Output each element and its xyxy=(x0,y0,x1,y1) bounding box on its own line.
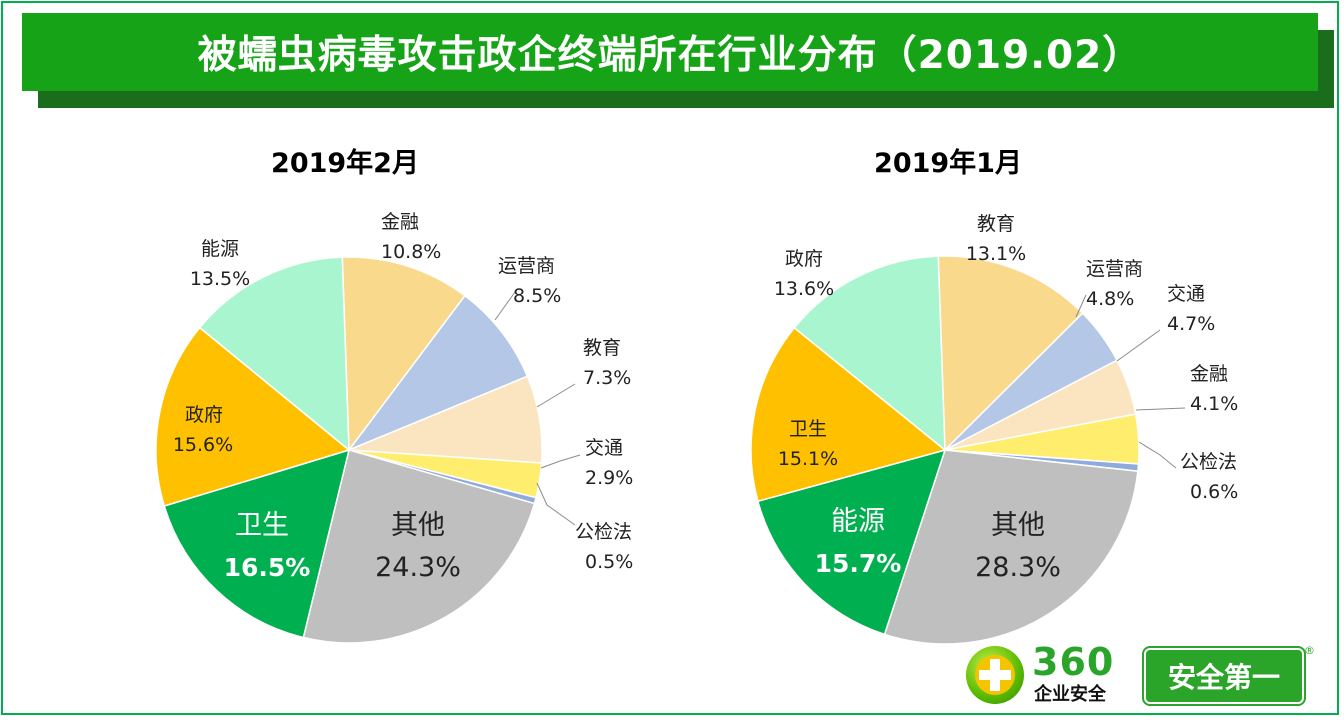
slice-value-label: 13.5% xyxy=(190,268,250,290)
slice-value-label: 16.5% xyxy=(224,553,311,582)
slice-label: 运营商 xyxy=(498,255,555,277)
pie-slice xyxy=(198,256,350,452)
chart-title-jan: 2019年1月 xyxy=(874,147,1022,179)
slice-label: 其他 xyxy=(991,510,1045,541)
leader-line xyxy=(1135,407,1186,411)
leader-line xyxy=(1075,294,1087,318)
slice-value-label: 8.5% xyxy=(513,285,561,307)
slice-value-label: 0.6% xyxy=(1190,481,1238,503)
slogan-badge: 安全第一 xyxy=(1144,648,1304,704)
slice-value-label: 2.9% xyxy=(585,467,633,489)
pie-slice xyxy=(756,448,947,636)
plus-shield-icon xyxy=(966,646,1024,704)
registered-mark: ® xyxy=(1304,644,1315,657)
slice-label: 教育 xyxy=(977,213,1015,235)
chart-title-feb: 2019年2月 xyxy=(271,147,419,179)
slice-label: 公检法 xyxy=(575,521,632,543)
pie-slice xyxy=(302,449,536,644)
slice-label: 交通 xyxy=(585,437,623,459)
slice-label: 政府 xyxy=(185,404,223,426)
slice-value-label: 28.3% xyxy=(975,552,1061,583)
slice-value-label: 7.3% xyxy=(583,367,631,389)
brand-subtitle: 企业安全 xyxy=(1034,684,1106,705)
pie-slice xyxy=(937,255,1084,452)
slice-value-label: 4.1% xyxy=(1190,393,1238,415)
leader-line xyxy=(536,383,576,408)
slice-label: 金融 xyxy=(1190,363,1228,385)
leader-line xyxy=(1116,329,1161,362)
slice-value-label: 0.5% xyxy=(585,551,633,573)
brand-logo: 360 企业安全 安全第一 ® xyxy=(966,640,1316,706)
pie-slice xyxy=(883,449,1139,645)
slice-value-label: 15.6% xyxy=(173,434,233,456)
leader-line xyxy=(1138,441,1177,469)
slice-label: 卫生 xyxy=(789,418,827,440)
pie-slice xyxy=(155,326,351,507)
slice-value-label: 13.1% xyxy=(966,243,1026,265)
slice-label: 金融 xyxy=(381,211,419,233)
slice-value-label: 24.3% xyxy=(375,552,461,583)
pie-slice xyxy=(346,294,529,452)
slice-value-label: 15.7% xyxy=(815,549,902,578)
slice-value-label: 13.6% xyxy=(774,278,834,300)
slice-label: 能源 xyxy=(201,238,239,260)
pie-slice xyxy=(341,256,466,453)
leader-line xyxy=(540,454,581,469)
slice-value-label: 4.8% xyxy=(1086,288,1134,310)
pie-chart-jan: 2019年1月 教育 13.1% 运营商 4.8% 交通 4.7% 金融 4.1% 公检法 0.6… xyxy=(750,147,1238,645)
pie-chart-feb: 2019年2月 金融 10.8% 运营商 8.5% 教育 7.3% 交通 2.9% 公检法 0.5… xyxy=(155,147,633,644)
brand-number: 360 xyxy=(1032,640,1115,684)
slice-label: 卫生 xyxy=(235,510,289,541)
slice-value-label: 4.7% xyxy=(1167,313,1215,335)
slice-value-label: 10.8% xyxy=(381,241,441,263)
leader-line xyxy=(536,482,576,526)
slice-label: 运营商 xyxy=(1086,258,1143,280)
slice-label: 其他 xyxy=(391,510,445,541)
slogan-text: 安全第一 xyxy=(1167,661,1280,694)
slice-label: 公检法 xyxy=(1180,451,1237,473)
slice-label: 教育 xyxy=(583,337,621,359)
pie-slice xyxy=(750,326,947,503)
slide-title: 被蠕虫病毒攻击政企终端所在行业分布（2019.02） xyxy=(197,33,1143,78)
leader-line xyxy=(494,291,516,321)
title-banner: 被蠕虫病毒攻击政企终端所在行业分布（2019.02） xyxy=(22,13,1318,91)
slice-label: 政府 xyxy=(785,248,823,270)
pie-slice xyxy=(793,255,946,452)
slice-value-label: 15.1% xyxy=(778,448,838,470)
slice-label: 交通 xyxy=(1167,283,1205,305)
pie-slice xyxy=(163,448,351,639)
slice-label: 能源 xyxy=(831,506,885,537)
